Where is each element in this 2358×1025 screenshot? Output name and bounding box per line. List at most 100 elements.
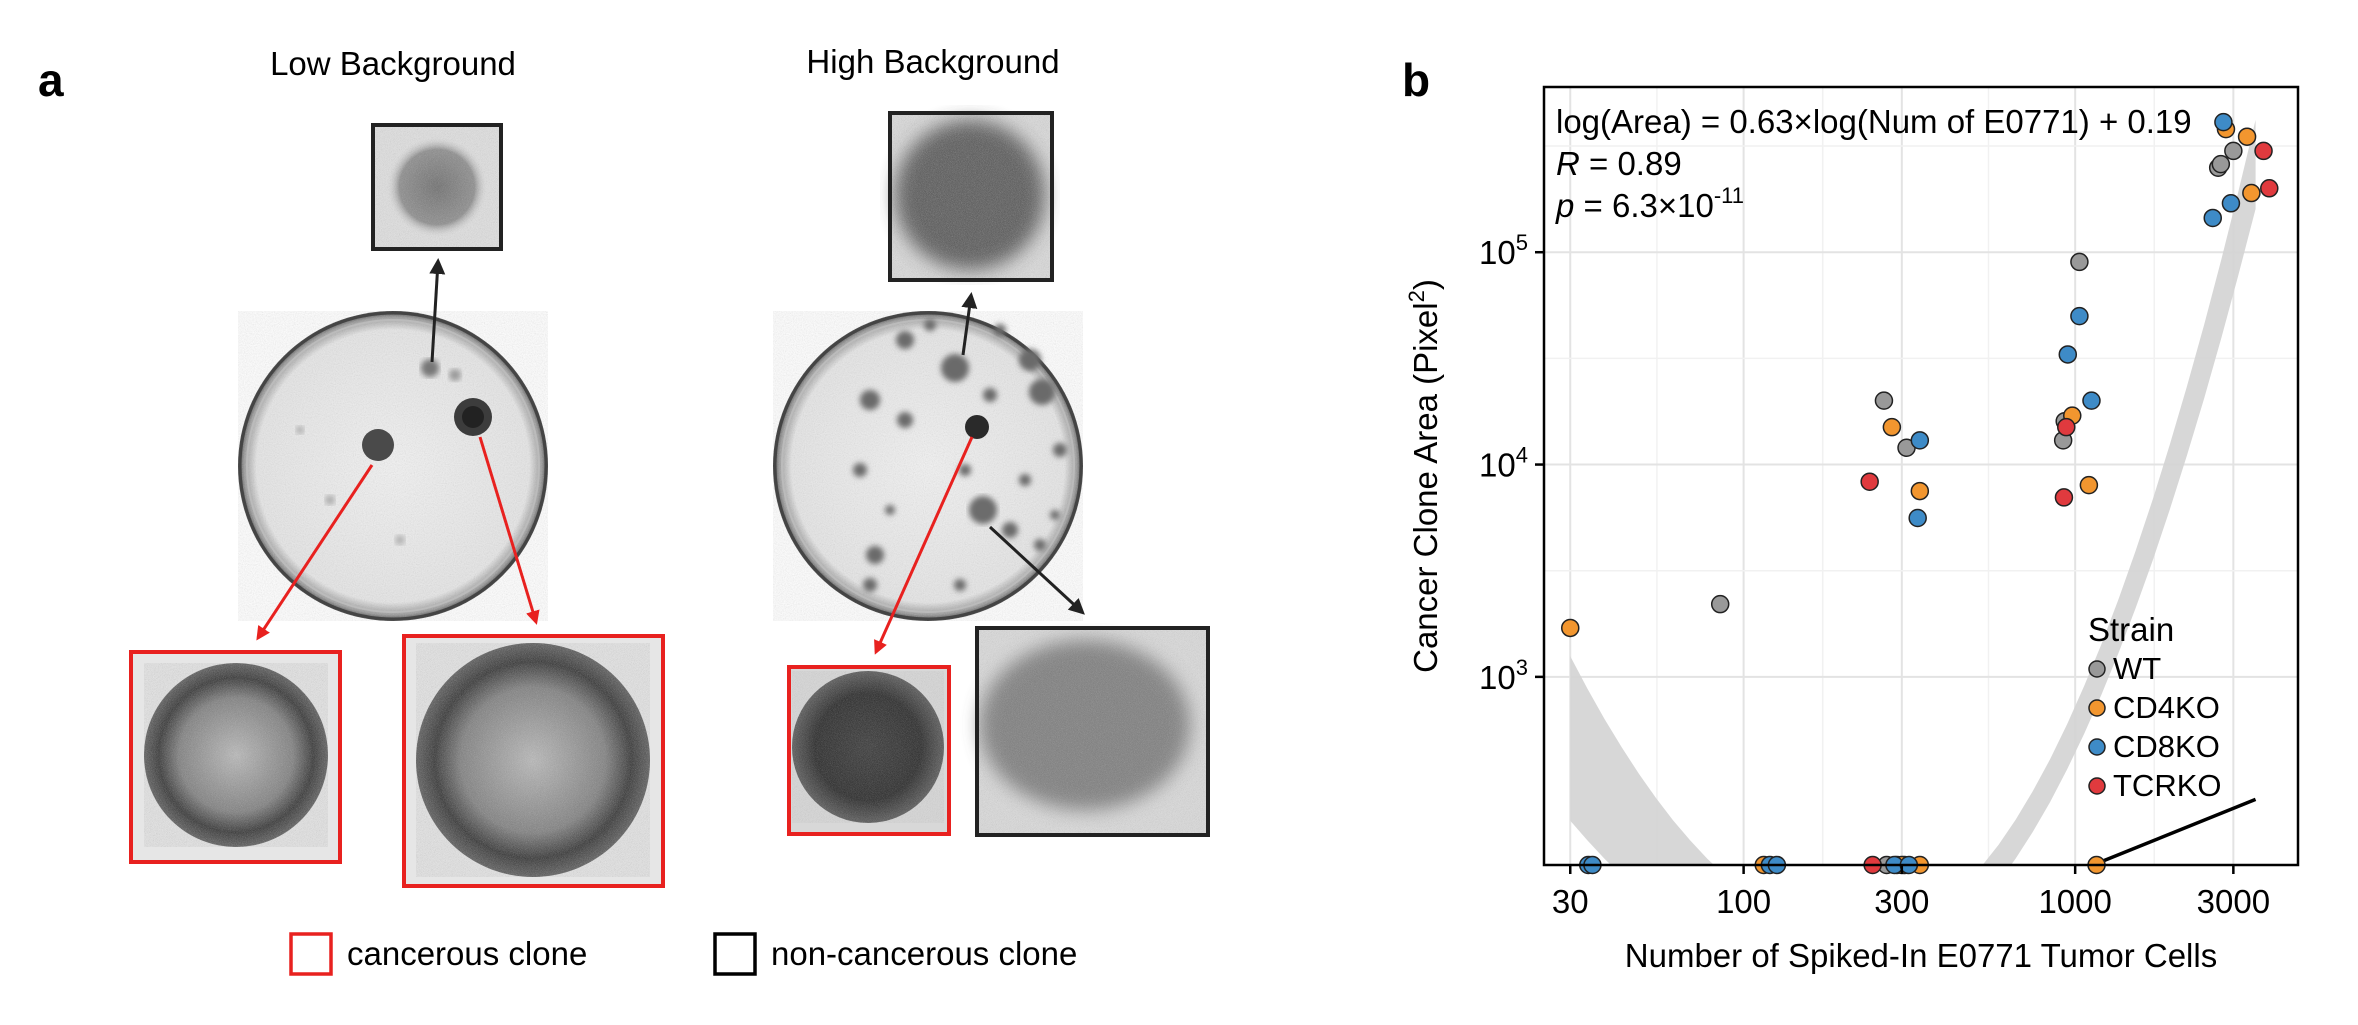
point-cd4ko-7 <box>2242 183 2261 203</box>
r-symbol: R <box>1556 145 1580 182</box>
low-background-title: Low Background <box>270 45 516 82</box>
y-tick-label-1: 104 <box>1479 443 1528 484</box>
low-background-plate <box>238 311 548 621</box>
p-exponent: -11 <box>1714 183 1744 208</box>
point-cd4ko-1 <box>1882 417 1902 437</box>
high-background-plate <box>773 311 1083 621</box>
r-value: = 0.89 <box>1580 145 1682 182</box>
high-noncancerous-inset-top <box>888 111 1054 282</box>
panel-a-legend: cancerous clone non-cancerous clone <box>289 932 1077 976</box>
point-cd8ko-6 <box>2214 112 2233 132</box>
legend-noncancerous-swatch <box>713 932 757 976</box>
x-axis-ticks: 30 100 300 1000 3000 <box>1552 865 2270 920</box>
high-clone-noncancerous <box>969 496 997 524</box>
point-cd8ko-5 <box>2203 208 2222 228</box>
fit-r-value: R = 0.89 <box>1556 145 1682 182</box>
x-axis-label: Number of Spiked-In E0771 Tumor Cells <box>1625 937 2217 974</box>
x-tick-label-4: 3000 <box>2197 883 2270 920</box>
high-noncancerous-inset-right <box>975 626 1210 837</box>
low-cancerous-inset-2 <box>402 634 665 888</box>
point-cd8ko-7 <box>2221 194 2241 213</box>
point-wt-1 <box>1874 391 1894 410</box>
high-clone-cancerous <box>965 415 989 439</box>
point-cd8ko-4 <box>2082 391 2101 410</box>
point-tcrko-1 <box>2054 488 2074 507</box>
point-cd4ko-4 <box>2079 475 2099 495</box>
y-axis-label: Cancer Clone Area (Pixel2) <box>1404 279 1444 673</box>
legend-label-cd8ko: CD8KO <box>2113 729 2220 764</box>
x-tick-label-0: 30 <box>1552 883 1589 920</box>
plot-frame <box>1542 85 2300 867</box>
point-wt-7 <box>2224 141 2243 161</box>
point-cd4ko-2 <box>1910 481 1930 501</box>
point-tcrko-3 <box>2254 141 2273 161</box>
point-cd4ko-0 <box>1561 618 1580 638</box>
y-axis-label-sup: 2 <box>1404 290 1429 302</box>
high-cancerous-inset <box>787 665 951 836</box>
y-tick-base-0: 10 <box>1479 659 1516 696</box>
low-cancerous-arrow-2 <box>478 436 540 625</box>
y-tick-exp-0: 3 <box>1516 655 1528 680</box>
point-tcrko-4 <box>2260 179 2279 198</box>
point-wt-5 <box>2070 252 2089 272</box>
grid <box>1544 87 2298 865</box>
p-symbol: p <box>1555 187 1574 224</box>
fit-p-value: p = 6.3×10-11 <box>1555 183 1744 224</box>
y-tick-exp-1: 4 <box>1516 443 1528 468</box>
high-noncancerous-arrow-top <box>961 292 978 356</box>
legend-cancerous-swatch <box>289 932 333 976</box>
p-value: = 6.3×10 <box>1574 187 1713 224</box>
point-wt-0 <box>1710 594 1730 614</box>
panel-a: a Low Background High Background <box>38 43 1210 976</box>
point-tcrko-2 <box>2057 417 2076 437</box>
y-axis-label-text: Cancer Clone Area (Pixel <box>1407 302 1444 673</box>
regression-line <box>2088 797 2257 865</box>
x-tick-label-1: 100 <box>1716 883 1771 920</box>
low-cancerous-inset-1 <box>129 650 342 864</box>
low-clone-noncancerous <box>421 359 439 377</box>
point-cd4ko-6 <box>2237 127 2257 146</box>
legend-noncancerous-label: non-cancerous clone <box>771 935 1077 972</box>
legend-label-wt: WT <box>2113 651 2161 686</box>
legend-label-tcrko: TCRKO <box>2113 768 2222 803</box>
y-axis-label-close: ) <box>1407 279 1444 290</box>
y-tick-label-2: 105 <box>1479 230 1528 271</box>
x-tick-label-2: 300 <box>1874 883 1929 920</box>
fit-equation: log(Area) = 0.63×log(Num of E0771) + 0.1… <box>1556 103 2192 140</box>
x-tick-label-3: 1000 <box>2038 883 2111 920</box>
y-tick-exp-2: 5 <box>1516 230 1528 255</box>
legend-swatch-tcrko <box>2088 777 2106 795</box>
confidence-band <box>1570 119 2256 865</box>
legend-swatch-wt <box>2088 660 2106 678</box>
series-cd8ko <box>1579 112 2241 875</box>
data-points <box>1561 112 2279 875</box>
point-cd8ko-0 <box>1908 508 1927 528</box>
legend-label-cd4ko: CD4KO <box>2113 690 2220 725</box>
point-cd8ko-2 <box>2058 345 2078 364</box>
point-tcrko-0 <box>1860 472 1879 491</box>
legend-cancerous-label: cancerous clone <box>347 935 587 972</box>
point-cd8ko-1 <box>1910 431 1930 450</box>
panel-b-label: b <box>1402 54 1430 106</box>
low-noncancerous-inset <box>371 123 503 251</box>
point-cd8ko-3 <box>2070 306 2089 326</box>
y-tick-base-2: 10 <box>1479 234 1516 271</box>
high-noncancerous-arrow-right <box>988 525 1085 615</box>
legend-swatch-cd4ko <box>2088 699 2106 717</box>
y-tick-label-0: 103 <box>1479 655 1528 696</box>
point-wt-8 <box>2211 154 2231 174</box>
high-background-title: High Background <box>806 43 1059 80</box>
low-cancerous-arrow-1 <box>256 464 374 641</box>
low-noncancerous-arrow <box>429 258 446 363</box>
legend-title: Strain <box>2088 611 2174 648</box>
series-tcrko <box>1860 141 2279 875</box>
low-clone-cancerous-1 <box>362 429 394 461</box>
y-tick-base-1: 10 <box>1479 447 1516 484</box>
high-cancerous-arrow <box>874 436 974 655</box>
panel-a-label: a <box>38 54 64 106</box>
strain-legend: Strain WT CD4KO CD8KO TCRKO <box>2088 611 2222 803</box>
legend-swatch-cd8ko <box>2088 738 2106 756</box>
